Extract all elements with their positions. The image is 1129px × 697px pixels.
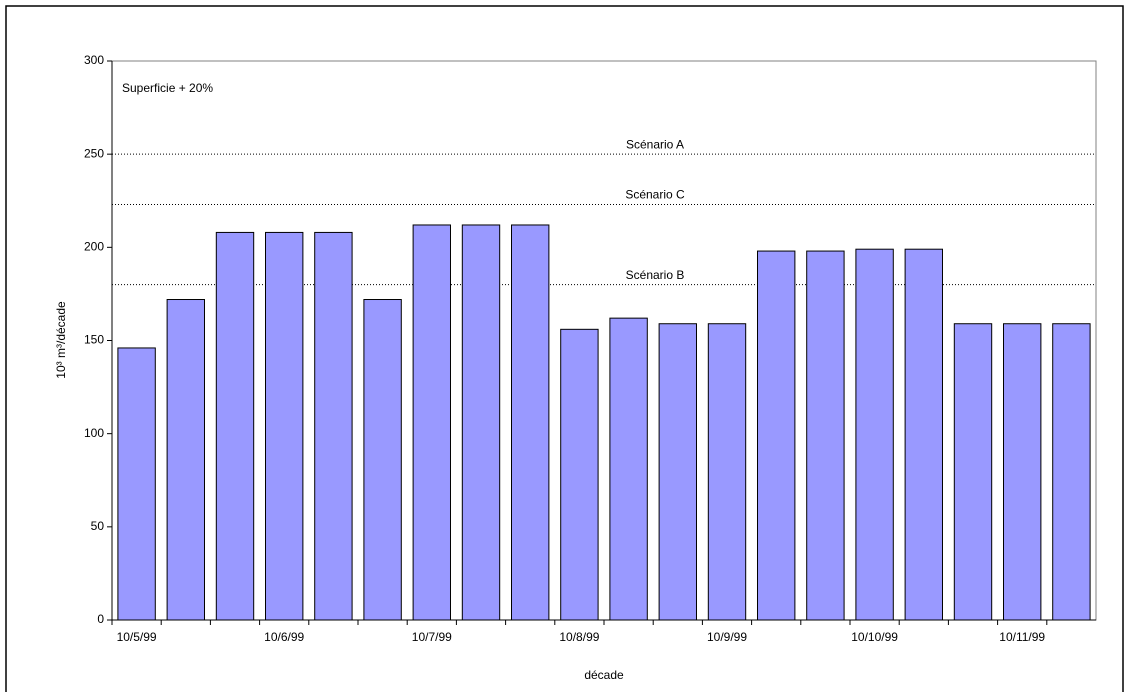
x-tick-label: 10/9/99 (707, 630, 747, 644)
bar (117, 347, 156, 621)
x-axis-label: décade (584, 668, 624, 682)
bar (363, 299, 402, 621)
y-tick-label: 300 (84, 53, 104, 67)
y-axis-label: 10³ m³/décade (54, 301, 68, 379)
bar (461, 224, 501, 621)
bar (215, 231, 255, 621)
reference-label: Scénario C (625, 188, 685, 202)
x-tick-label: 10/10/99 (851, 630, 898, 644)
y-tick-label: 100 (84, 426, 104, 440)
reference-label: Scénario A (626, 137, 684, 151)
y-tick-label: 250 (84, 146, 104, 160)
bar (855, 248, 894, 621)
y-tick-label: 150 (84, 333, 104, 347)
x-tick-label: 10/7/99 (412, 630, 452, 644)
bar (166, 299, 205, 621)
bar (412, 224, 451, 621)
bar (314, 231, 353, 621)
bar (953, 323, 993, 621)
annotation: Superficie + 20% (122, 81, 213, 95)
bar (1003, 323, 1042, 621)
y-tick-label: 50 (91, 519, 105, 533)
bar (1052, 323, 1091, 621)
y-tick-label: 200 (84, 240, 104, 254)
y-tick-label: 0 (97, 612, 104, 626)
x-tick-label: 10/8/99 (559, 630, 599, 644)
bar (757, 250, 796, 621)
x-tick-label: 10/11/99 (999, 630, 1045, 644)
bar (658, 323, 697, 621)
bar (511, 224, 550, 621)
x-tick-label: 10/5/99 (117, 630, 157, 644)
bar (609, 317, 648, 621)
bar (806, 250, 845, 621)
bar (265, 231, 304, 621)
bar (904, 248, 943, 621)
bar (560, 328, 599, 621)
plot-area (111, 60, 1097, 621)
reference-label: Scénario B (626, 268, 685, 282)
bar (707, 323, 747, 621)
x-tick-label: 10/6/99 (264, 630, 304, 644)
